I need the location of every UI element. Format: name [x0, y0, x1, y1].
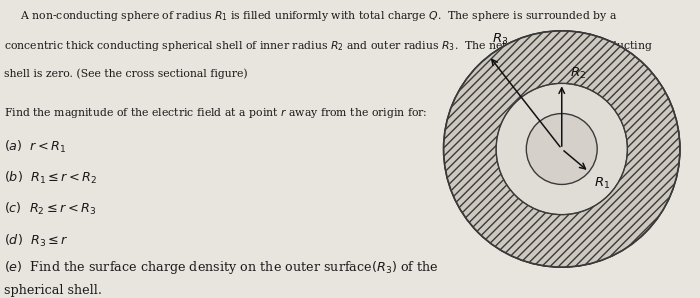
Wedge shape — [444, 31, 680, 267]
Circle shape — [444, 31, 680, 267]
Text: $(b)$  $R_1 \leq r < R_2$: $(b)$ $R_1 \leq r < R_2$ — [4, 170, 97, 186]
Text: $(d)$  $R_3 \leq r$: $(d)$ $R_3 \leq r$ — [4, 232, 68, 249]
Text: $R_3$: $R_3$ — [491, 32, 508, 47]
Text: A non-conducting sphere of radius $R_1$ is filled uniformly with total charge $Q: A non-conducting sphere of radius $R_1$ … — [10, 9, 618, 23]
Text: $(c)$  $R_2 \leq r < R_3$: $(c)$ $R_2 \leq r < R_3$ — [4, 201, 96, 217]
Text: spherical shell.: spherical shell. — [4, 284, 101, 297]
Text: concentric thick conducting spherical shell of inner radius $R_2$ and outer radi: concentric thick conducting spherical sh… — [4, 39, 652, 53]
Text: $R_1$: $R_1$ — [594, 176, 610, 191]
Text: $(a)$  $r < R_1$: $(a)$ $r < R_1$ — [4, 139, 66, 155]
Circle shape — [526, 114, 597, 184]
Text: shell is zero. (See the cross sectional figure): shell is zero. (See the cross sectional … — [4, 69, 247, 79]
Text: Find the magnitude of the electric field at a point $r$ away from the origin for: Find the magnitude of the electric field… — [4, 106, 427, 120]
Text: $R_2$: $R_2$ — [570, 66, 586, 81]
Text: $(e)$  Find the surface charge density on the outer surface$(R_3)$ of the: $(e)$ Find the surface charge density on… — [4, 259, 438, 276]
